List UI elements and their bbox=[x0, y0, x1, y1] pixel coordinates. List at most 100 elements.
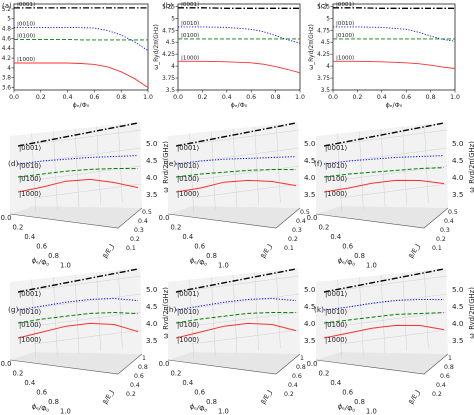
y-tick-label: 0.4 bbox=[138, 218, 148, 225]
x-tick-label: 0.4 bbox=[182, 379, 193, 387]
grid-line bbox=[33, 275, 142, 291]
grid-line bbox=[74, 128, 80, 208]
series-label: |1000⟩ bbox=[325, 336, 348, 344]
panel-title: (g) bbox=[8, 305, 19, 314]
series-label: |0001⟩ bbox=[177, 144, 200, 152]
series-line-1 bbox=[323, 298, 445, 311]
x-tick-label: 1.0 bbox=[295, 94, 305, 101]
y-axis-label: β/E_J bbox=[408, 389, 422, 406]
x-tick-label: 1.0 bbox=[450, 94, 460, 101]
series-line-3 bbox=[333, 60, 456, 69]
y-tick-label: 0.8 bbox=[444, 364, 454, 371]
series-line-1 bbox=[178, 26, 301, 44]
y-axis-label: β/E_J bbox=[102, 389, 116, 406]
z-axis-label: ω_Ryd/2π(GHz) bbox=[162, 141, 170, 193]
grid-line bbox=[96, 126, 101, 205]
series-label: |1000⟩ bbox=[177, 336, 200, 344]
series-label: |1000⟩ bbox=[17, 56, 35, 63]
y-tick-label: 0.8 bbox=[138, 364, 148, 371]
y-axis-label: β/E_J bbox=[260, 243, 274, 260]
grid-line bbox=[339, 129, 448, 145]
grid-line bbox=[232, 274, 238, 354]
grid-line bbox=[337, 133, 342, 212]
panel-title: (h) bbox=[166, 305, 177, 314]
grid-line bbox=[118, 124, 123, 203]
panel-title: (b) bbox=[163, 2, 173, 10]
z-tick-label: 4.0 bbox=[304, 173, 316, 182]
plot-frame bbox=[13, 3, 149, 91]
axis-edge bbox=[167, 353, 301, 375]
series-line-2 bbox=[17, 167, 139, 178]
series-label: |0100⟩ bbox=[325, 175, 348, 183]
panel-title: (e) bbox=[166, 159, 176, 168]
x-tick-label: 0.2 bbox=[170, 224, 181, 232]
series-line-2 bbox=[14, 38, 148, 41]
grid-line bbox=[33, 293, 142, 309]
y-tick-label: 0.6 bbox=[440, 373, 450, 380]
x-tick-label: 0.4 bbox=[182, 233, 193, 241]
x-tick-label: 0.8 bbox=[271, 94, 281, 101]
y-tick-label: 4.8 bbox=[2, 27, 12, 33]
y-tick-label: 4.75 bbox=[162, 28, 175, 34]
x-tick-label: 0.0 bbox=[9, 94, 19, 101]
x-tick-label: 0.8 bbox=[116, 94, 126, 101]
series-label: |0001⟩ bbox=[19, 144, 42, 152]
series-line-3 bbox=[17, 178, 139, 193]
z-tick-label: 4.5 bbox=[146, 302, 157, 311]
panel-title: (d) bbox=[8, 159, 19, 168]
y-tick-label: 4.4 bbox=[2, 46, 12, 52]
y-tick-label: 0.4 bbox=[444, 218, 454, 225]
x-tick-label: 0.0 bbox=[1, 214, 12, 222]
grid-line bbox=[339, 311, 448, 327]
x-tick-label: 0.8 bbox=[354, 252, 365, 260]
z-tick-label: 4.5 bbox=[146, 156, 157, 165]
x-axis-label: ϕₑ/Φ₀ bbox=[189, 402, 208, 414]
grid-line bbox=[191, 147, 300, 163]
series-label: |0010⟩ bbox=[325, 162, 348, 170]
y-tick-label: 5.25 bbox=[317, 4, 330, 10]
series-label: |0001⟩ bbox=[17, 1, 35, 8]
x-tick-label: 0.0 bbox=[159, 214, 170, 222]
x-tick-label: 0.6 bbox=[342, 243, 353, 251]
series-line-0 bbox=[178, 7, 300, 9]
series-line-1 bbox=[323, 155, 445, 165]
grid-line bbox=[337, 279, 342, 358]
plot-frame bbox=[332, 3, 456, 91]
y-tick-label: 0.1 bbox=[126, 245, 136, 252]
series-label: |0001⟩ bbox=[336, 1, 354, 8]
axis-edge bbox=[9, 353, 143, 375]
grid-line bbox=[380, 128, 386, 208]
x-tick-label: 1.0 bbox=[366, 262, 377, 270]
series-label: |0001⟩ bbox=[177, 290, 200, 298]
back-pane bbox=[10, 122, 142, 214]
series-label: |1000⟩ bbox=[19, 190, 42, 198]
series-line-1 bbox=[175, 297, 297, 311]
z-tick-label: 4.0 bbox=[452, 319, 464, 328]
grid-line bbox=[380, 274, 386, 354]
x-tick-label: 0.2 bbox=[36, 94, 46, 101]
x-tick-label: 0.0 bbox=[328, 94, 338, 101]
series-label: |0100⟩ bbox=[336, 32, 354, 39]
series-line-0 bbox=[17, 122, 139, 147]
x-axis-label: ϕₑ/Φ₀ bbox=[189, 256, 208, 268]
grid-line bbox=[33, 183, 142, 199]
y-tick-label: 3.5 bbox=[321, 88, 331, 94]
x-tick-label: 0.6 bbox=[401, 94, 411, 101]
series-label: |1000⟩ bbox=[19, 336, 42, 344]
x-tick-label: 0.2 bbox=[318, 370, 329, 378]
grid-line bbox=[211, 277, 216, 356]
floor-pane bbox=[316, 206, 448, 228]
series-line-2 bbox=[17, 311, 139, 324]
series-label: |1000⟩ bbox=[177, 190, 200, 198]
grid-line bbox=[339, 147, 448, 163]
y-tick-label: 0.1 bbox=[432, 245, 442, 252]
panel-title: (c) bbox=[318, 2, 328, 10]
y-tick-label: 1 bbox=[448, 355, 452, 362]
x-axis-label: ϕₑ/Φ₀ bbox=[31, 256, 50, 268]
y-tick-label: 0.2 bbox=[284, 391, 294, 398]
x-tick-label: 0.6 bbox=[246, 94, 256, 101]
x-axis-label: ϕₑ/Φ₀ bbox=[73, 101, 90, 109]
series-line-3 bbox=[175, 322, 297, 339]
grid-line bbox=[424, 124, 429, 203]
series-line-3 bbox=[14, 62, 149, 88]
